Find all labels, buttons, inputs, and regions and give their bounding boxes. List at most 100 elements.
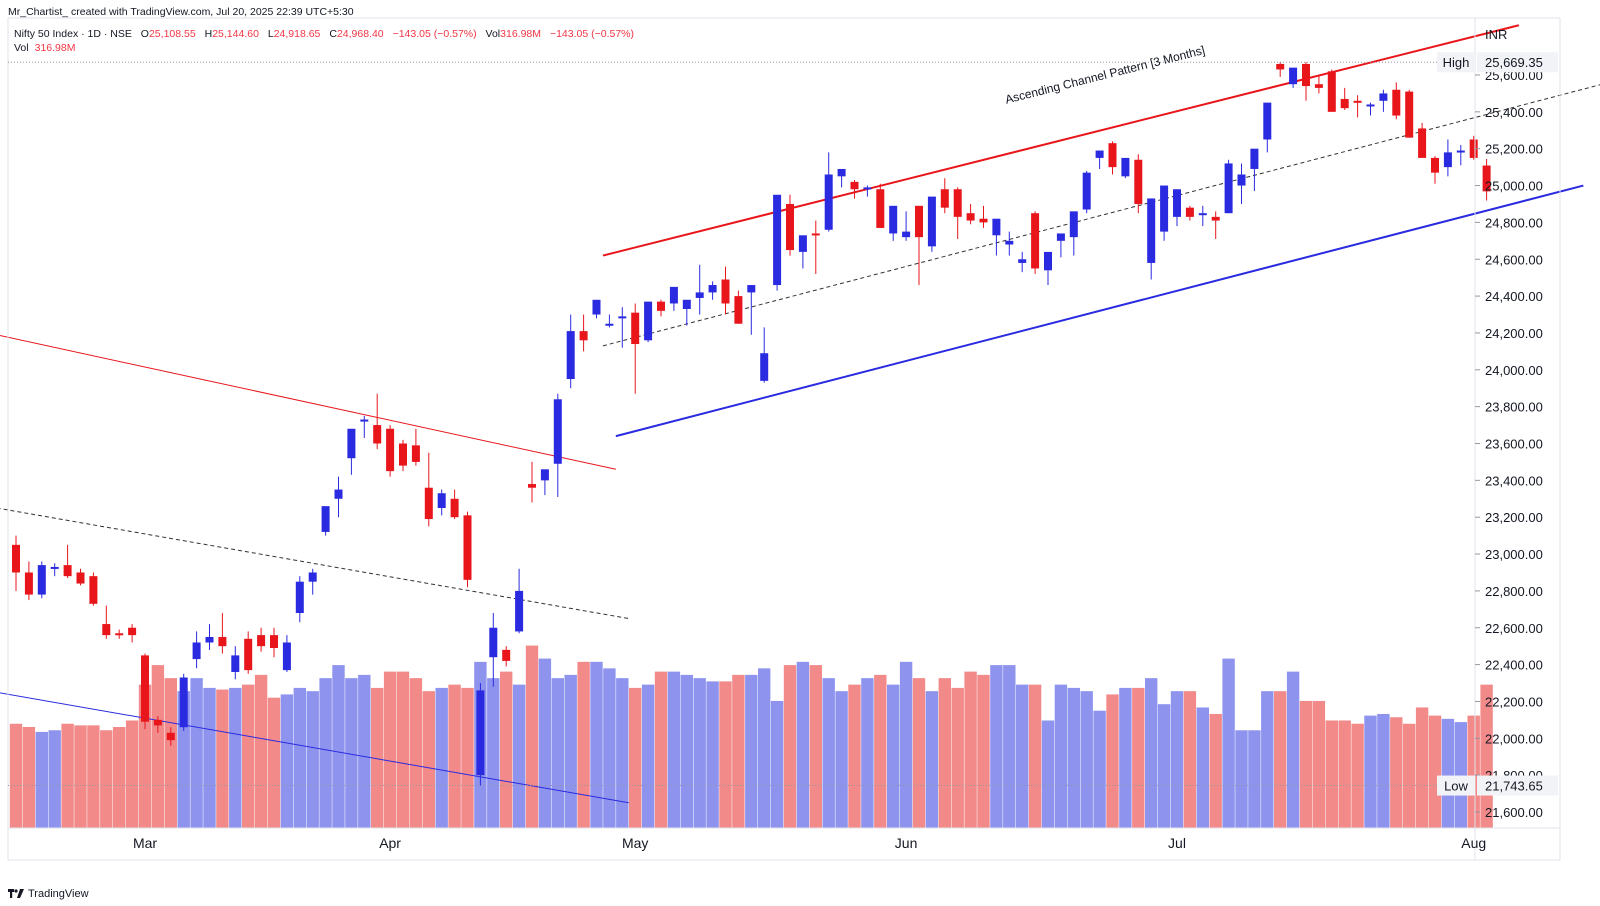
candle-body	[12, 544, 20, 573]
trendline-falling-blue-support[interactable]	[0, 692, 629, 804]
volume-bar	[345, 678, 358, 828]
volume-bar	[448, 684, 461, 828]
volume-bar	[693, 678, 706, 828]
volume-bar	[1041, 720, 1055, 828]
volume-bar	[280, 694, 294, 828]
candle-body	[1289, 67, 1298, 85]
candle-body	[450, 498, 459, 518]
volume-legend: Vol 316.98M	[14, 42, 75, 54]
candle-body	[37, 565, 46, 595]
candle-body	[437, 493, 446, 508]
volume-bar	[1286, 671, 1300, 828]
candle-body	[837, 168, 846, 177]
volume-bar	[1003, 665, 1016, 828]
volume-bar	[1209, 713, 1222, 828]
volume-bar	[383, 671, 397, 828]
volume-bar	[1261, 691, 1274, 828]
volume-bar	[1377, 713, 1390, 828]
volume-bar	[113, 727, 126, 828]
candle-body	[218, 636, 227, 647]
volume-bar	[641, 684, 655, 828]
candle-body	[721, 279, 730, 304]
volume-bar	[899, 661, 913, 828]
volume-bar	[1222, 658, 1235, 828]
candle-body	[695, 292, 704, 298]
volume-bar	[1403, 723, 1416, 828]
candle-body	[489, 627, 498, 658]
candle-body	[1108, 143, 1117, 168]
candle-body	[1379, 93, 1388, 101]
candle-body	[1211, 216, 1220, 221]
volume-bar	[912, 678, 926, 828]
price-tick-label: 21,600.00	[1485, 805, 1543, 820]
volume-bar	[706, 681, 719, 828]
volume-bar	[435, 687, 448, 828]
symbol-label[interactable]: Nifty 50 Index · 1D · NSE	[14, 28, 132, 40]
footer: TradingView	[8, 888, 89, 900]
high-tag-bg	[1437, 52, 1475, 73]
volume-bar	[629, 687, 642, 828]
candle-body	[992, 218, 1001, 236]
vol-label: Vol	[485, 28, 501, 40]
candle-body	[1482, 165, 1491, 192]
volume-bar	[332, 665, 345, 828]
ohlc-legend: Nifty 50 Index · 1D · NSE O25,108.55 H25…	[14, 28, 634, 40]
time-axis-label: May	[622, 835, 648, 851]
candle-body	[424, 487, 433, 520]
candle-body	[824, 174, 833, 230]
candle-body	[566, 331, 575, 380]
candle-body	[411, 445, 420, 462]
volume-bar	[1119, 687, 1132, 828]
candle-body	[1121, 157, 1130, 177]
candle-body	[605, 323, 614, 326]
channel-annotation[interactable]: Ascending Channel Pattern [3 Months]	[1004, 43, 1207, 107]
volume-bar	[1467, 715, 1480, 828]
volume-bar	[848, 684, 861, 828]
volume-bar	[306, 691, 319, 828]
volume-bar	[1364, 715, 1377, 828]
volume-bar	[796, 661, 810, 828]
volume-bar	[680, 674, 693, 828]
volume-bar	[1157, 704, 1171, 828]
candle-body	[940, 189, 949, 208]
trendline-falling-mid-dashed[interactable]	[0, 508, 629, 620]
price-tick-label: 24,600.00	[1485, 252, 1543, 267]
candle-body	[115, 633, 124, 636]
trendline-upper-red-channel[interactable]	[602, 24, 1520, 257]
trendline-ascending-channel-mid[interactable]	[602, 82, 1600, 347]
candle-body	[592, 299, 601, 315]
volume-bar	[1145, 678, 1158, 828]
candle-body	[386, 428, 395, 472]
candle-body	[1082, 172, 1091, 210]
price-tick-label: 24,000.00	[1485, 363, 1543, 378]
candle-body	[528, 484, 536, 488]
trendline-ascending-channel-lower[interactable]	[615, 184, 1584, 438]
candle-body	[682, 299, 691, 309]
volume-bar	[964, 671, 977, 828]
candle-body	[1185, 207, 1194, 217]
volume-bar	[874, 674, 887, 828]
volume-bar	[512, 684, 526, 828]
candle-body	[89, 576, 98, 604]
volume-bar	[603, 668, 616, 828]
open-label: O	[140, 28, 149, 40]
candle-body	[876, 189, 885, 228]
candle-body	[1327, 71, 1336, 112]
candle-body	[231, 655, 240, 672]
volume-bar	[809, 665, 822, 828]
candle-body	[463, 515, 472, 580]
candle-body	[1392, 89, 1401, 116]
volume-label[interactable]: Vol	[14, 42, 29, 54]
tradingview-logo-icon	[8, 889, 24, 898]
volume-bar	[1028, 684, 1042, 828]
candle-body	[257, 635, 266, 647]
volume-bar	[525, 645, 539, 828]
trendline-falling-red-resistance[interactable]	[0, 335, 616, 470]
candle-body	[334, 489, 343, 499]
candle-body	[270, 635, 278, 649]
time-axis-label: Aug	[1461, 835, 1486, 851]
volume-bar	[1312, 700, 1326, 828]
high-value: 25,144.60	[212, 28, 259, 40]
candle-body	[786, 203, 794, 251]
